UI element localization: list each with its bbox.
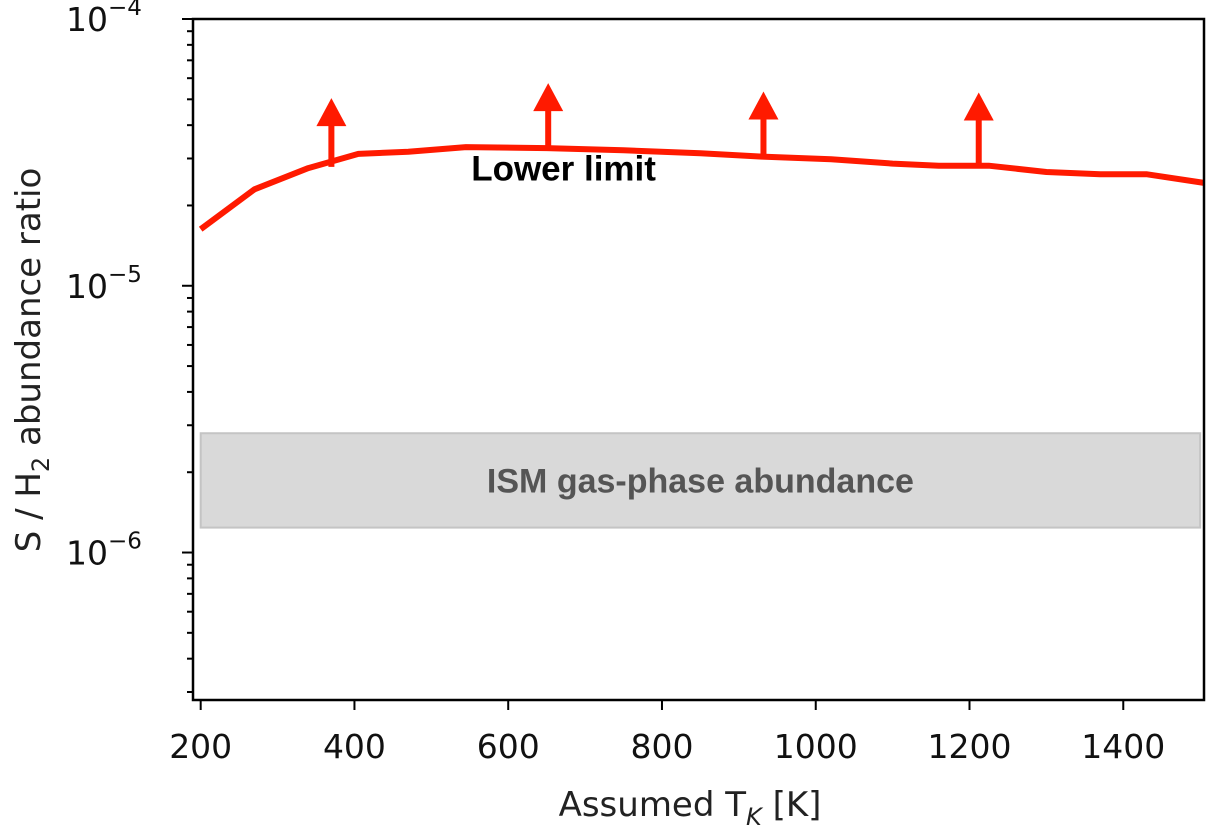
y-tick-label: 10−5 [66, 262, 142, 306]
x-tick-label: 400 [323, 727, 386, 766]
ism-band-label: ISM gas-phase abundance [487, 462, 914, 500]
lower-limit-arrow [533, 83, 564, 149]
x-tick-label: 800 [630, 727, 693, 766]
x-axis-title: Assumed TK [K] [559, 785, 822, 827]
y-tick-label: 10−4 [66, 0, 142, 39]
x-tick-label: 1000 [774, 727, 858, 766]
ism-band [199, 432, 1202, 529]
lower-limit-arrow [963, 92, 994, 166]
annotation-lower-limit: Lower limit [471, 150, 656, 189]
y-tick-label: 10−6 [66, 529, 142, 573]
x-tick-label: 600 [477, 727, 540, 766]
y-axis-title: S / H2 abundance ratio [9, 168, 55, 553]
plot-frame [191, 17, 1206, 702]
x-tick-label: 200 [169, 727, 232, 766]
x-tick-label: 1400 [1081, 727, 1165, 766]
lower-limit-arrow [748, 91, 779, 157]
lower-limit-arrow [316, 98, 347, 167]
x-tick-label: 1200 [928, 727, 1012, 766]
series-line-lower-limit [198, 144, 1205, 232]
